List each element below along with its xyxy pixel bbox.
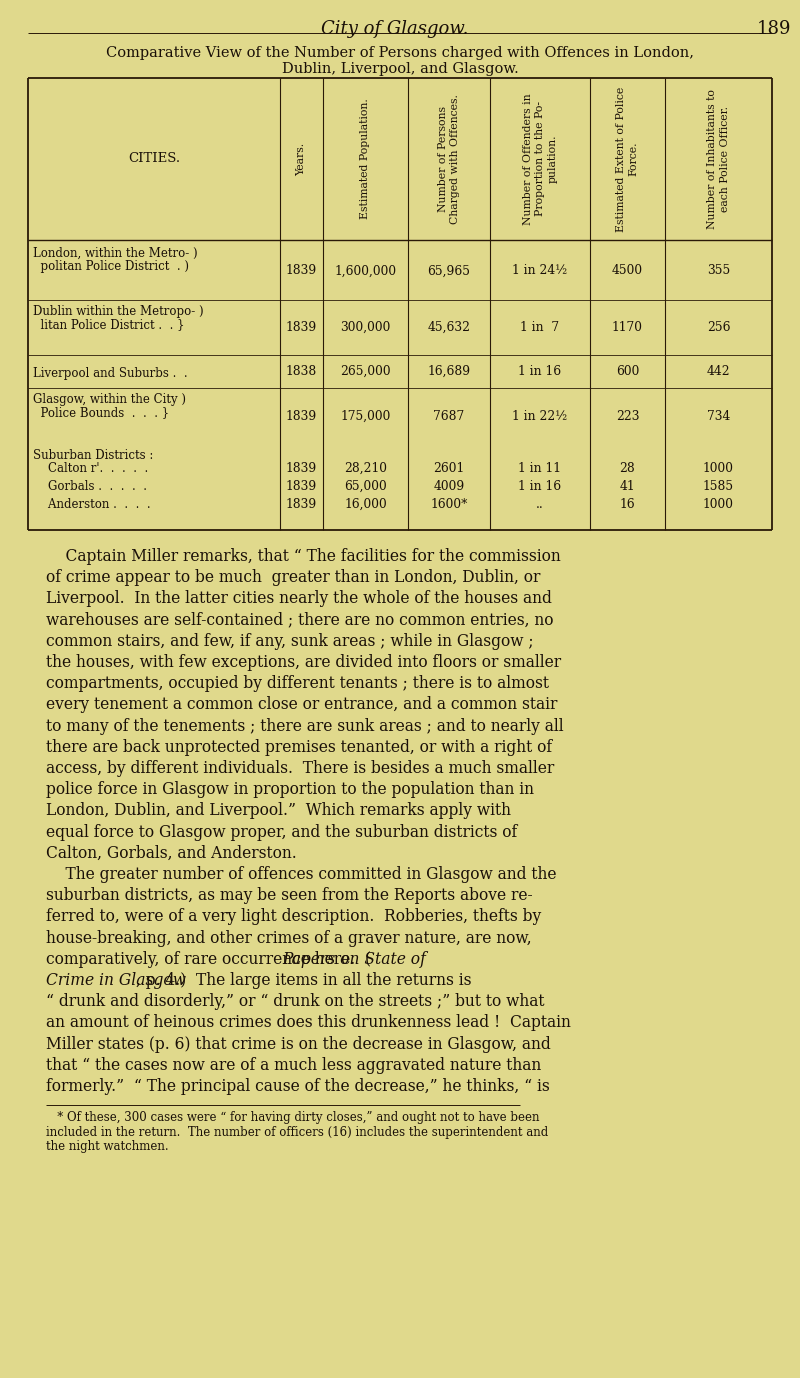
- Text: 734: 734: [707, 411, 730, 423]
- Text: Dublin, Liverpool, and Glasgow.: Dublin, Liverpool, and Glasgow.: [282, 62, 518, 76]
- Text: litan Police District .  . }: litan Police District . . }: [33, 318, 185, 331]
- Text: Estimated Extent of Police
Force.: Estimated Extent of Police Force.: [616, 87, 638, 232]
- Text: Estimated Population.: Estimated Population.: [361, 99, 370, 219]
- Text: 1839: 1839: [286, 321, 317, 333]
- Text: 1839: 1839: [286, 411, 317, 423]
- Text: 1000: 1000: [703, 462, 734, 474]
- Text: compartments, occupied by different tenants ; there is to almost: compartments, occupied by different tena…: [46, 675, 549, 692]
- Text: 28,210: 28,210: [344, 462, 387, 474]
- Text: access, by different individuals.  There is besides a much smaller: access, by different individuals. There …: [46, 761, 554, 777]
- Text: 265,000: 265,000: [340, 365, 391, 378]
- Text: Comparative View of the Number of Persons charged with Offences in London,: Comparative View of the Number of Person…: [106, 45, 694, 61]
- Text: 1 in  7: 1 in 7: [521, 321, 559, 333]
- Text: 175,000: 175,000: [340, 411, 390, 423]
- Text: formerly.”  “ The principal cause of the decrease,” he thinks, “ is: formerly.” “ The principal cause of the …: [46, 1078, 550, 1096]
- Text: 7687: 7687: [434, 411, 465, 423]
- Text: 1600*: 1600*: [430, 497, 468, 510]
- Text: Calton, Gorbals, and Anderston.: Calton, Gorbals, and Anderston.: [46, 845, 297, 861]
- Text: 65,965: 65,965: [427, 265, 470, 277]
- Text: 1170: 1170: [612, 321, 643, 333]
- Text: 256: 256: [706, 321, 730, 333]
- Text: 1 in 24½: 1 in 24½: [513, 265, 567, 277]
- Text: common stairs, and few, if any, sunk areas ; while in Glasgow ;: common stairs, and few, if any, sunk are…: [46, 633, 534, 650]
- Text: Liverpool and Suburbs .  .: Liverpool and Suburbs . .: [33, 367, 188, 379]
- Text: 1 in 16: 1 in 16: [518, 480, 562, 492]
- Text: Dublin within the Metropo- ): Dublin within the Metropo- ): [33, 305, 204, 318]
- Text: 1,600,000: 1,600,000: [334, 265, 397, 277]
- Text: 4500: 4500: [612, 265, 643, 277]
- Text: * Of these, 300 cases were “ for having dirty closes,” and ought not to have bee: * Of these, 300 cases were “ for having …: [46, 1111, 539, 1124]
- Text: CITIES.: CITIES.: [128, 153, 180, 165]
- Text: 16: 16: [620, 497, 635, 510]
- Text: 1 in 22½: 1 in 22½: [513, 411, 567, 423]
- Text: 45,632: 45,632: [427, 321, 470, 333]
- Text: 1585: 1585: [703, 480, 734, 492]
- Text: 355: 355: [707, 265, 730, 277]
- Text: Number of Inhabitants to
each Police Officer.: Number of Inhabitants to each Police Off…: [707, 90, 730, 229]
- Text: Miller states (p. 6) that crime is on the decrease in Glasgow, and: Miller states (p. 6) that crime is on th…: [46, 1036, 550, 1053]
- Text: 2601: 2601: [434, 462, 465, 474]
- Text: Number of Persons
Charged with Offences.: Number of Persons Charged with Offences.: [438, 94, 460, 225]
- Text: Crime in Glasgow: Crime in Glasgow: [46, 971, 186, 989]
- Text: politan Police District  . ): politan Police District . ): [33, 260, 189, 273]
- Text: 442: 442: [706, 365, 730, 378]
- Text: that “ the cases now are of a much less aggravated nature than: that “ the cases now are of a much less …: [46, 1057, 542, 1073]
- Text: of crime appear to be much  greater than in London, Dublin, or: of crime appear to be much greater than …: [46, 569, 540, 586]
- Text: Liverpool.  In the latter cities nearly the whole of the houses and: Liverpool. In the latter cities nearly t…: [46, 590, 552, 608]
- Text: , p. 4.)  The large items in all the returns is: , p. 4.) The large items in all the retu…: [136, 971, 471, 989]
- Text: City of Glasgow.: City of Glasgow.: [322, 21, 469, 39]
- Text: 28: 28: [620, 462, 635, 474]
- Text: Captain Miller remarks, that “ The facilities for the commission: Captain Miller remarks, that “ The facil…: [46, 548, 561, 565]
- Text: Gorbals .  .  .  .  .: Gorbals . . . . .: [33, 480, 147, 493]
- Text: ..: ..: [536, 497, 544, 510]
- Text: Police Bounds  .  .  . }: Police Bounds . . . }: [33, 407, 169, 419]
- Text: ferred to, were of a very light description.  Robberies, thefts by: ferred to, were of a very light descript…: [46, 908, 542, 926]
- Text: 1839: 1839: [286, 497, 317, 510]
- Text: Number of Offenders in
Proportion to the Po-
pulation.: Number of Offenders in Proportion to the…: [522, 94, 558, 225]
- Text: 4009: 4009: [434, 480, 465, 492]
- Text: Papers on State of: Papers on State of: [282, 951, 426, 967]
- Text: house-breaking, and other crimes of a graver nature, are now,: house-breaking, and other crimes of a gr…: [46, 930, 532, 947]
- Text: an amount of heinous crimes does this drunkenness lead !  Captain: an amount of heinous crimes does this dr…: [46, 1014, 571, 1031]
- Text: 1839: 1839: [286, 265, 317, 277]
- Text: Years.: Years.: [297, 142, 306, 175]
- Text: 223: 223: [616, 411, 639, 423]
- Text: London, within the Metro- ): London, within the Metro- ): [33, 247, 198, 260]
- Text: 65,000: 65,000: [344, 480, 387, 492]
- Text: warehouses are self-contained ; there are no common entries, no: warehouses are self-contained ; there ar…: [46, 612, 554, 628]
- Text: equal force to Glasgow proper, and the suburban districts of: equal force to Glasgow proper, and the s…: [46, 824, 518, 841]
- Text: 16,689: 16,689: [427, 365, 470, 378]
- Text: Calton r'.  .  .  .  .: Calton r'. . . . .: [33, 462, 148, 475]
- Text: 1839: 1839: [286, 480, 317, 492]
- Text: police force in Glasgow in proportion to the population than in: police force in Glasgow in proportion to…: [46, 781, 534, 798]
- Text: 41: 41: [620, 480, 635, 492]
- Text: 16,000: 16,000: [344, 497, 387, 510]
- Text: every tenement a common close or entrance, and a common stair: every tenement a common close or entranc…: [46, 696, 558, 714]
- Text: Glasgow, within the City ): Glasgow, within the City ): [33, 393, 186, 407]
- Text: “ drunk and disorderly,” or “ drunk on the streets ;” but to what: “ drunk and disorderly,” or “ drunk on t…: [46, 994, 545, 1010]
- Text: there are back unprotected premises tenanted, or with a right of: there are back unprotected premises tena…: [46, 739, 552, 755]
- Text: the night watchmen.: the night watchmen.: [46, 1140, 169, 1153]
- Text: 300,000: 300,000: [340, 321, 390, 333]
- Text: comparatively, of rare occurrence here.  (: comparatively, of rare occurrence here. …: [46, 951, 371, 967]
- Text: 1839: 1839: [286, 462, 317, 474]
- Text: 189: 189: [757, 21, 791, 39]
- Text: London, Dublin, and Liverpool.”  Which remarks apply with: London, Dublin, and Liverpool.” Which re…: [46, 802, 511, 820]
- Text: 1000: 1000: [703, 497, 734, 510]
- Text: to many of the tenements ; there are sunk areas ; and to nearly all: to many of the tenements ; there are sun…: [46, 718, 564, 734]
- Text: 1 in 16: 1 in 16: [518, 365, 562, 378]
- Text: included in the return.  The number of officers (16) includes the superintendent: included in the return. The number of of…: [46, 1126, 548, 1138]
- Text: Anderston .  .  .  .: Anderston . . . .: [33, 497, 150, 511]
- Text: 1 in 11: 1 in 11: [518, 462, 562, 474]
- Text: 600: 600: [616, 365, 639, 378]
- Text: the houses, with few exceptions, are divided into floors or smaller: the houses, with few exceptions, are div…: [46, 655, 561, 671]
- Text: 1838: 1838: [286, 365, 317, 378]
- Text: Suburban Districts :: Suburban Districts :: [33, 449, 154, 462]
- Text: The greater number of offences committed in Glasgow and the: The greater number of offences committed…: [46, 865, 557, 883]
- Text: suburban districts, as may be seen from the Reports above re-: suburban districts, as may be seen from …: [46, 887, 533, 904]
